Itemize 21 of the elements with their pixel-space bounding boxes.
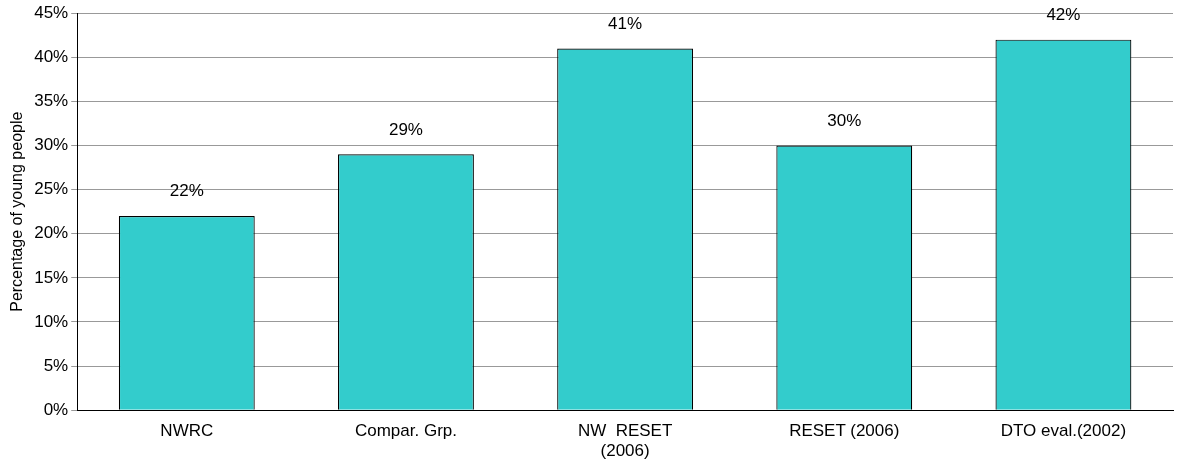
- y-tick-label: 45%: [34, 2, 69, 22]
- data-label: 42%: [1046, 4, 1081, 24]
- y-tick-label: 20%: [34, 223, 69, 243]
- data-label: 29%: [388, 119, 423, 139]
- y-axis-title: Percentage of young people: [8, 111, 26, 312]
- y-tick-label: 15%: [34, 267, 69, 287]
- y-tick-label: 5%: [43, 355, 69, 375]
- x-tick-label: NWRC: [160, 421, 214, 441]
- y-tick-label: 10%: [34, 311, 69, 331]
- y-tick-label: 30%: [34, 135, 69, 155]
- y-tick-label: 25%: [34, 179, 69, 199]
- x-tick-label: Compar. Grp.: [354, 421, 457, 441]
- x-tick-label: RESET (2006): [789, 421, 900, 441]
- data-label: 30%: [827, 110, 862, 130]
- y-tick-label: 35%: [34, 91, 69, 111]
- data-label: 22%: [169, 181, 204, 201]
- x-tick-label: NW RESET (2006): [577, 421, 673, 461]
- y-tick-label: 0%: [43, 399, 69, 419]
- data-label: 41%: [608, 13, 643, 33]
- y-tick-label: 40%: [34, 47, 69, 66]
- x-tick-label: DTO eval.(2002): [1000, 421, 1127, 441]
